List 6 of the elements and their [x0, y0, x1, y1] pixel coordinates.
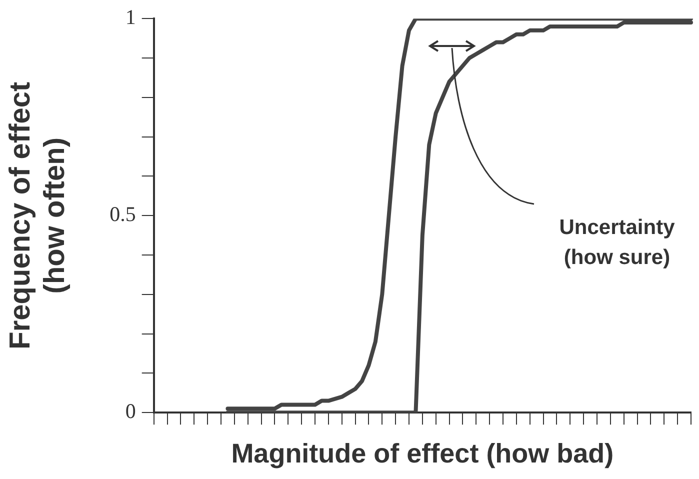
y-tick-label: 0	[125, 399, 136, 424]
y-tick-label: 0.5	[110, 202, 136, 226]
x-axis-title: Magnitude of effect (how bad)	[231, 438, 614, 468]
annotation: Uncertainty (how sure)	[559, 216, 676, 269]
y-tick-label: 1	[125, 5, 136, 30]
y-axis-title: Frequency of effect (how often)	[4, 82, 72, 350]
